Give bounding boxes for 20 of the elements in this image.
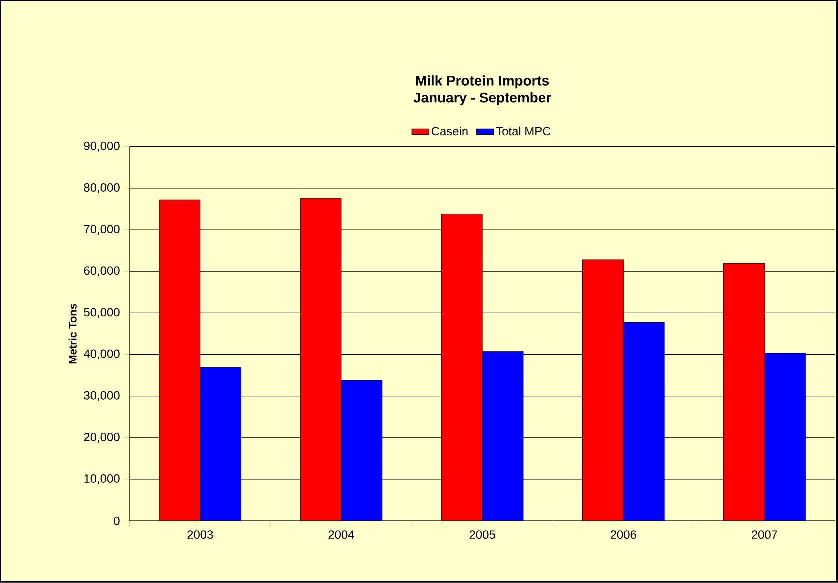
y-tick-label: 50,000: [84, 308, 120, 318]
y-tick-label: 10,000: [84, 474, 120, 484]
y-tick-label: 90,000: [84, 142, 120, 152]
y-tick-label: 80,000: [84, 184, 120, 194]
y-tick-label: 20,000: [84, 433, 120, 443]
x-tick-label: 2006: [610, 530, 636, 540]
y-tick-label: 0: [114, 516, 120, 526]
y-tick-label: 70,000: [84, 225, 120, 236]
legend-label: Casein: [432, 126, 468, 136]
y-tick-label: 40,000: [84, 350, 120, 360]
y-axis-title: Metric Tons: [68, 304, 77, 364]
legend-label: Total MPC: [496, 126, 551, 136]
y-tick-label: 30,000: [84, 391, 120, 402]
chart-title: Milk Protein Imports: [416, 76, 550, 89]
chart-subtitle: January - September: [414, 92, 552, 106]
x-tick-label: 2003: [188, 530, 214, 540]
y-tick-label: 60,000: [84, 266, 120, 277]
x-tick-label: 2004: [328, 530, 354, 540]
x-tick-label: 2007: [752, 530, 778, 540]
x-tick-label: 2005: [470, 530, 496, 540]
